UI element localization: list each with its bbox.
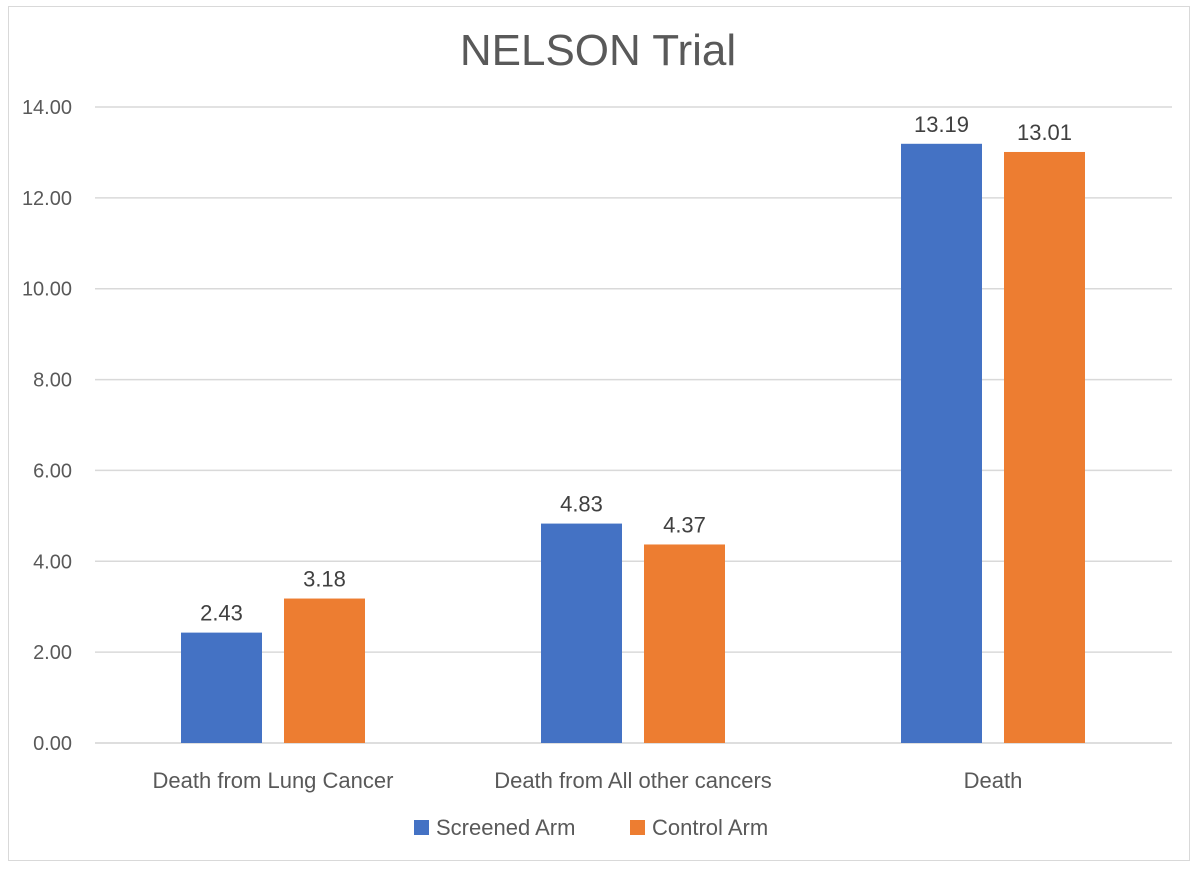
x-axis-categories: Death from Lung Cancer Death from All oth… <box>153 768 1023 793</box>
data-label: 13.01 <box>1017 120 1072 145</box>
data-label: 13.19 <box>914 112 969 137</box>
data-label: 2.43 <box>200 601 243 626</box>
y-tick-label: 6.00 <box>33 460 72 482</box>
y-tick-label: 14.00 <box>22 97 72 119</box>
legend-swatch <box>630 820 645 835</box>
bar-control <box>1004 151 1085 743</box>
legend: Screened Arm Control Arm <box>414 815 768 840</box>
y-tick-label: 10.00 <box>22 279 72 301</box>
y-tick-label: 4.00 <box>33 551 72 573</box>
data-labels: 2.43 3.18 4.83 4.37 13.19 13.01 <box>200 112 1072 626</box>
legend-label: Control Arm <box>652 815 768 840</box>
bar-screened <box>541 523 622 743</box>
y-tick-label: 2.00 <box>33 642 72 664</box>
category-label: Death from All other cancers <box>494 768 772 793</box>
y-tick-label: 8.00 <box>33 370 72 392</box>
bar-screened <box>901 143 982 744</box>
y-axis-ticks: 0.00 2.00 4.00 6.00 8.00 10.00 12.00 14.00 <box>22 97 72 755</box>
data-label: 3.18 <box>303 567 346 592</box>
category-label: Death from Lung Cancer <box>153 768 394 793</box>
y-tick-label: 0.00 <box>33 733 72 755</box>
category-label: Death <box>964 768 1023 793</box>
y-tick-label: 12.00 <box>22 188 72 210</box>
bars <box>181 143 1085 744</box>
chart-title: NELSON Trial <box>460 26 736 75</box>
bar-control <box>644 544 725 743</box>
data-label: 4.83 <box>560 492 603 517</box>
legend-label: Screened Arm <box>436 815 575 840</box>
legend-swatch <box>414 820 429 835</box>
gridlines <box>95 106 1172 744</box>
bar-control <box>284 598 365 743</box>
bar-screened <box>181 632 262 743</box>
data-label: 4.37 <box>663 512 706 537</box>
